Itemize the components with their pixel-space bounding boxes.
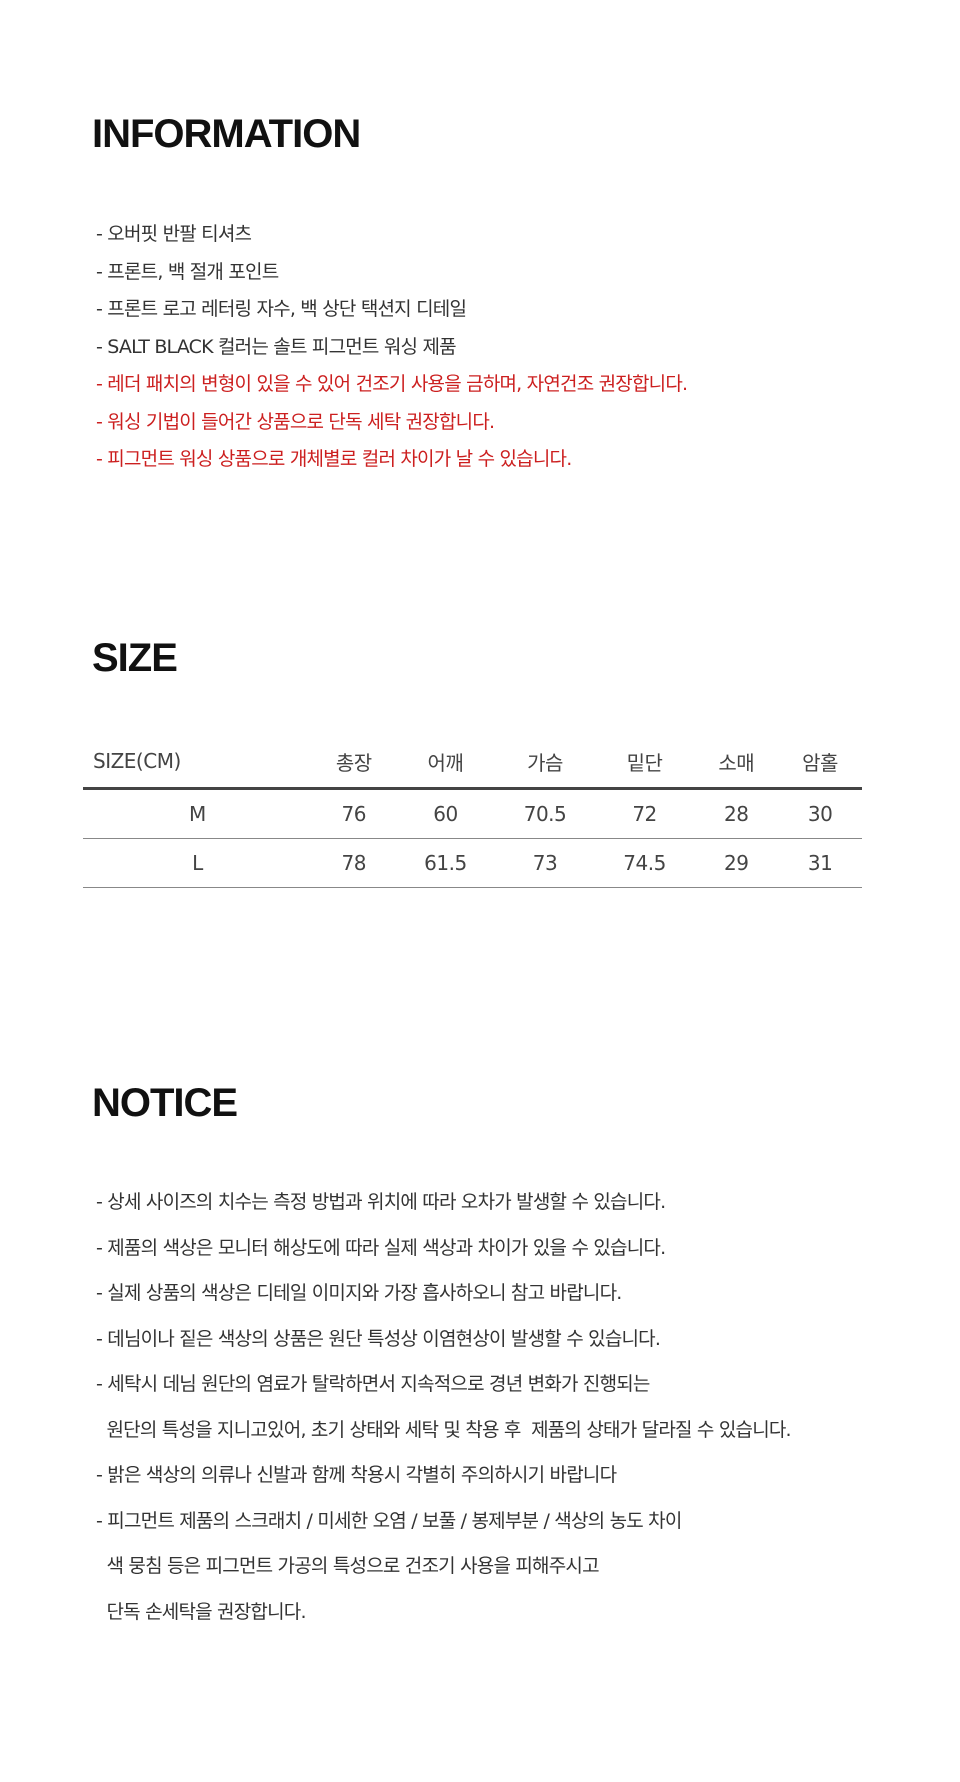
table-cell: 76 xyxy=(311,788,396,839)
information-item: - 워싱 기법이 들어간 상품으로 단독 세탁 권장합니다. xyxy=(96,410,495,433)
notice-item: - 실제 상품의 색상은 디테일 이미지와 가장 흡사하오니 참고 바랍니다. xyxy=(96,1282,622,1304)
table-cell: 31 xyxy=(778,838,862,888)
information-item: - 레더 패치의 변형이 있을 수 있어 건조기 사용을 금하며, 자연건조 권… xyxy=(96,373,688,395)
notice-item: - 데님이나 짙은 색상의 상품은 원단 특성상 이염현상이 발생할 수 있습니… xyxy=(96,1327,661,1350)
notice-item: 색 뭉침 등은 피그먼트 가공의 특성으로 건조기 사용을 피해주시고 xyxy=(96,1555,599,1577)
table-cell: 78 xyxy=(311,838,396,888)
table-cell: 72 xyxy=(594,788,695,839)
size-table: SIZE(CM) 총장 어깨 가슴 밑단 소매 암홀 M 76 60 70.5 72 28 30 L 78 6… xyxy=(83,735,862,888)
information-item: - 프론트, 백 절개 포인트 xyxy=(96,260,279,283)
notice-item: - 세탁시 데님 원단의 염료가 탈락하면서 지속적으로 경년 변화가 진행되는 xyxy=(96,1373,650,1395)
notice-title: NOTICE xyxy=(92,1081,238,1125)
column-header: 밑단 xyxy=(594,735,695,790)
notice-item: - 피그먼트 제품의 스크래치 / 미세한 오염 / 보풀 / 봉제부분 / 색… xyxy=(96,1509,682,1532)
column-header: 가슴 xyxy=(495,735,595,790)
table-cell: 29 xyxy=(694,838,779,888)
column-header: 소매 xyxy=(694,735,779,790)
table-cell: L xyxy=(83,838,312,888)
information-item: - 프론트 로고 레터링 자수, 백 상단 택션지 디테일 xyxy=(96,298,467,320)
notice-item: 원단의 특성을 지니고있어, 초기 상태와 세탁 및 착용 후 제품의 상태가 … xyxy=(96,1418,791,1441)
table-cell: 28 xyxy=(694,788,779,839)
information-item: - SALT BLACK 컬러는 솔트 피그먼트 워싱 제품 xyxy=(96,335,457,358)
information-item: - 피그먼트 워싱 상품으로 개체별로 컬러 차이가 날 수 있습니다. xyxy=(96,448,572,470)
table-cell: 70.5 xyxy=(495,788,595,839)
table-cell: M xyxy=(83,788,312,839)
size-table-header: SIZE(CM) 총장 어깨 가슴 밑단 소매 암홀 xyxy=(83,735,862,790)
notice-item: 단독 손세탁을 권장합니다. xyxy=(96,1600,306,1623)
notice-item: - 밝은 색상의 의류나 신발과 함께 착용시 각별히 주의하시기 바랍니다 xyxy=(96,1464,617,1486)
table-cell: 61.5 xyxy=(395,838,496,888)
information-item: - 오버핏 반팔 티셔츠 xyxy=(96,223,252,245)
table-row: L 78 61.5 73 74.5 29 31 xyxy=(83,838,862,888)
column-header: 총장 xyxy=(311,735,396,790)
column-header: SIZE(CM) xyxy=(83,735,312,790)
table-cell: 30 xyxy=(778,788,862,839)
table-row: M 76 60 70.5 72 28 30 xyxy=(83,788,862,839)
notice-item: - 제품의 색상은 모니터 해상도에 따라 실제 색상과 차이가 있을 수 있습… xyxy=(96,1236,666,1259)
table-cell: 60 xyxy=(395,788,496,839)
table-cell: 74.5 xyxy=(594,838,695,888)
information-title: INFORMATION xyxy=(92,112,361,156)
size-title: SIZE xyxy=(92,636,178,680)
column-header: 어깨 xyxy=(395,735,496,790)
table-cell: 73 xyxy=(495,838,595,888)
notice-item: - 상세 사이즈의 치수는 측정 방법과 위치에 따라 오차가 발생할 수 있습… xyxy=(96,1191,666,1213)
column-header: 암홀 xyxy=(778,735,862,790)
